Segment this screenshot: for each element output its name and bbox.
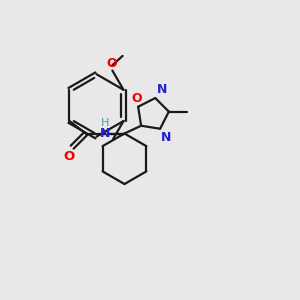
- Text: N: N: [161, 131, 171, 144]
- Text: O: O: [132, 92, 142, 105]
- Text: N: N: [156, 83, 167, 96]
- Text: N: N: [100, 127, 111, 140]
- Text: O: O: [106, 57, 117, 70]
- Text: H: H: [101, 118, 110, 128]
- Text: O: O: [63, 150, 74, 163]
